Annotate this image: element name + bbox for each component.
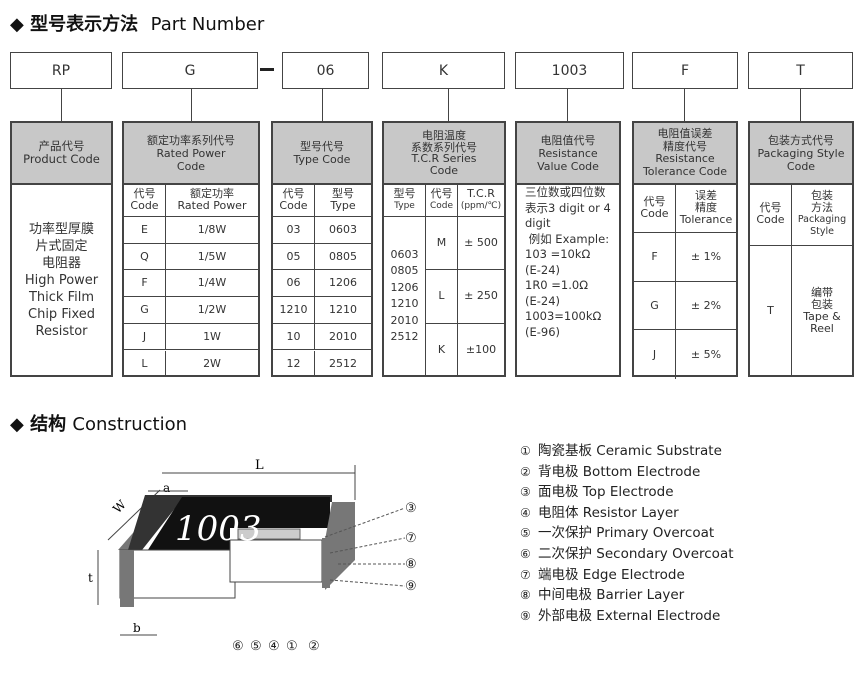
legend-item: ⑨ 外部电极 External Electrode (520, 607, 721, 624)
type-value: 1210 (315, 297, 371, 324)
legend-item: ③ 面电极 Top Electrode (520, 484, 674, 501)
part-number-heading: ◆ 型号表示方法 Part Number (10, 14, 265, 35)
value-line: (E-96) (525, 324, 561, 339)
svg-text:④: ④ (268, 639, 280, 654)
type-code: 1210 (273, 297, 315, 324)
code-box-power: G (122, 52, 258, 89)
type-value: 1206 (315, 270, 371, 298)
value-line: (E-24) (525, 262, 561, 277)
tolerance-code: G (634, 281, 676, 331)
power-value: 1/4W (166, 270, 258, 298)
type-code: 12 (273, 350, 315, 378)
power-value: 1/8W (166, 217, 258, 244)
tcr-value: ± 250 (458, 270, 504, 324)
type-value: 2512 (329, 356, 357, 370)
power-code: J (124, 323, 166, 351)
resistance-value-table: 电阻值代号 Resistance Value Code 三位数或四位数 表示3 dig… (515, 121, 621, 377)
code-box-tcr: K (382, 52, 505, 89)
tcr-code: M (426, 217, 458, 271)
tolerance-code: F (634, 233, 676, 282)
legend-item: ① 陶瓷基板 Ceramic Substrate (520, 443, 722, 459)
type-code: 05 (273, 243, 315, 271)
type-value: 0603 (315, 217, 371, 244)
value-line: 表示3 digit or 4 (525, 200, 611, 215)
tcr-type: 0805 (390, 264, 419, 277)
tcr-table: 电阻温度 系数系列代号 T.C.R Series Code 型号 Type 代号 Code… (382, 121, 506, 377)
tcr-type: 1206 (390, 280, 419, 294)
svg-text:⑥: ⑥ (232, 639, 244, 654)
legend-item: ② 背电极 Bottom Electrode (520, 463, 701, 480)
tolerance-value: ± 1% (676, 233, 736, 282)
tcr-type: 1210 (390, 297, 419, 310)
power-value: 1/5W (166, 244, 258, 271)
tcr-type: 2010 (390, 313, 419, 327)
value-line: (E-24) (525, 293, 561, 308)
power-code: G (124, 297, 166, 324)
power-code: L (124, 350, 166, 378)
type-value: 2010 (315, 324, 371, 351)
rated-power-table: 额定功率系列代号 Rated Power Code 代号 Code 额定功率 Rated… (122, 121, 260, 378)
packaging-table: 包装方式代号 Packaging Style Code 代号 Code 包装 方法 Pac… (748, 121, 854, 377)
svg-text:b: b (133, 621, 141, 635)
code-box-type: 06 (282, 52, 369, 89)
tcr-code: L (426, 270, 458, 324)
dash (260, 68, 274, 71)
value-line: 1003=100kΩ (525, 309, 602, 323)
svg-text:⑨: ⑨ (405, 579, 417, 594)
svg-text:t: t (88, 571, 93, 585)
svg-text:⑧: ⑧ (405, 557, 417, 572)
product-code-table: 产品代号 Product Code 功率型厚膜 片式固定 电阻器 High Power… (10, 121, 113, 377)
tcr-type: 2512 (390, 330, 419, 343)
code-box-value: 1003 (515, 52, 624, 89)
tcr-code: K (426, 323, 458, 377)
type-code-table: 型号代号 Type Code 代号 Code 型号 Type 03 0603 05 0805… (271, 121, 373, 378)
legend-item: ⑤ 一次保护 Primary Overcoat (520, 525, 715, 542)
svg-text:③: ③ (405, 501, 417, 516)
tolerance-value: ± 2% (676, 282, 736, 331)
legend-item: ⑧ 中间电极 Barrier Layer (520, 587, 685, 604)
legend-item: ⑦ 端电极 Edge Electrode (520, 566, 685, 583)
type-code: 03 (273, 217, 315, 244)
svg-text:L: L (255, 458, 264, 473)
tcr-type: 0603 (390, 247, 419, 261)
svg-text:W: W (110, 497, 129, 516)
value-line: digit (525, 216, 551, 230)
legend-item: ⑥ 二次保护 Secondary Overcoat (520, 546, 734, 562)
legend-item: ④ 电阻体 Resistor Layer (520, 504, 679, 521)
value-line: 1R0 =1.0Ω (525, 278, 588, 292)
power-value: 1W (166, 324, 258, 351)
value-line: 三位数或四位数 (525, 185, 606, 199)
svg-text:1003: 1003 (175, 509, 262, 549)
power-value: 1/2W (166, 297, 258, 324)
value-line: 例如 Example: (525, 231, 610, 246)
svg-text:⑤: ⑤ (250, 639, 262, 654)
power-code: F (124, 270, 166, 298)
svg-text:②: ② (308, 639, 320, 654)
tolerance-code: J (634, 330, 676, 380)
svg-text:⑦: ⑦ (405, 531, 417, 546)
type-code: 10 (273, 323, 315, 351)
construction-heading: ◆ 结构 Construction (10, 414, 187, 435)
power-value: 2W (203, 356, 221, 370)
value-line: 103 =10kΩ (525, 247, 591, 261)
power-code: E (124, 217, 166, 244)
tcr-value: ± 500 (458, 217, 504, 271)
code-box-packaging: T (748, 52, 853, 89)
code-box-series: RP (10, 52, 112, 89)
svg-text:①: ① (286, 639, 298, 654)
tolerance-table: 电阻值误差 精度代号 Resistance Tolerance Code 代号 Code… (632, 121, 738, 380)
type-code: 06 (273, 270, 315, 298)
tolerance-value: ± 5% (690, 347, 722, 361)
svg-text:a: a (163, 481, 170, 495)
tcr-value: ±100 (465, 343, 497, 357)
code-box-tolerance: F (632, 52, 738, 89)
power-code: Q (124, 243, 166, 271)
type-value: 0805 (315, 244, 371, 271)
